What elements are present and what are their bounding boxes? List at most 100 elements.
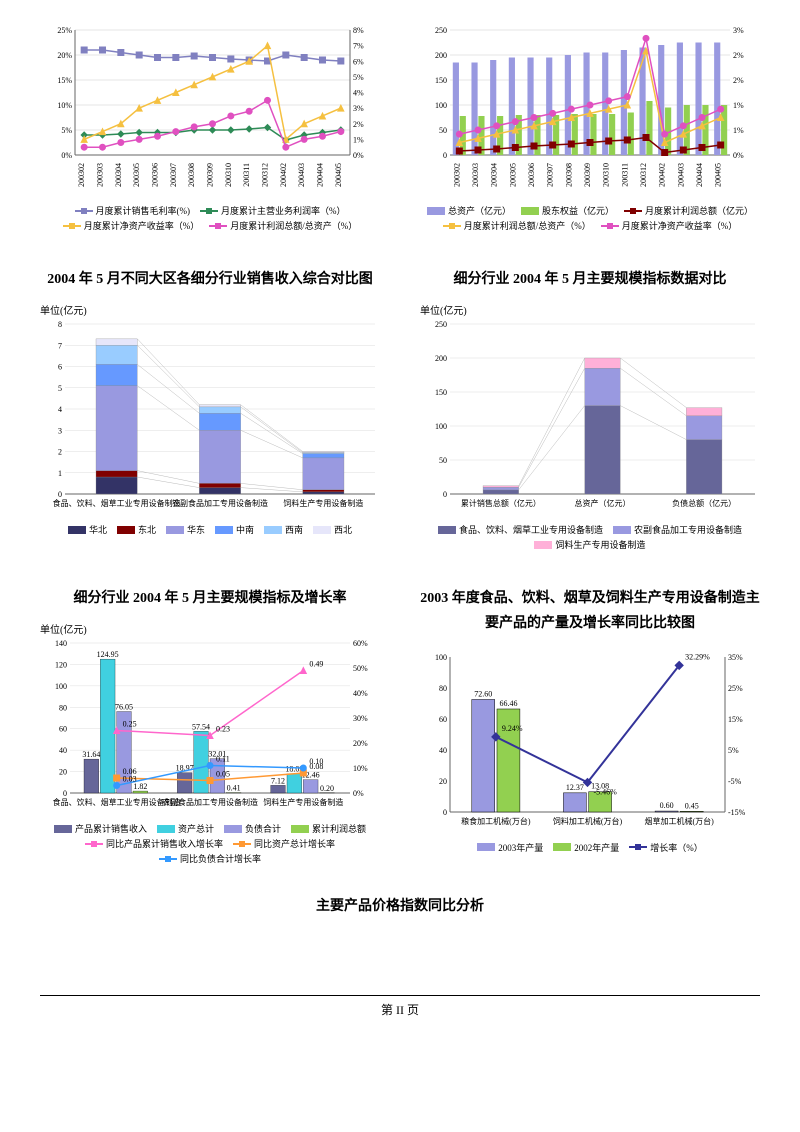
svg-text:150: 150 bbox=[435, 388, 447, 397]
svg-text:8%: 8% bbox=[353, 26, 364, 35]
svg-text:15%: 15% bbox=[728, 715, 743, 724]
svg-text:250: 250 bbox=[435, 26, 447, 35]
svg-text:农副食品加工专用设备制造: 农副食品加工专用设备制造 bbox=[162, 797, 258, 807]
svg-text:60: 60 bbox=[439, 715, 447, 724]
chart1-legend: 月度累计销售毛利率(%)月度累计主营业务利润率（%）月度累计净资产收益率（%）月… bbox=[40, 204, 380, 232]
chart6-title: 2003 年度食品、饮料、烟草及饲料生产专用设备制造主要产品的产量及增长率同比比… bbox=[420, 586, 760, 636]
svg-text:80: 80 bbox=[59, 704, 67, 713]
svg-text:200305: 200305 bbox=[132, 163, 141, 187]
svg-text:0.03: 0.03 bbox=[123, 775, 137, 784]
svg-text:0.23: 0.23 bbox=[216, 725, 230, 734]
svg-text:0: 0 bbox=[443, 490, 447, 499]
svg-text:0: 0 bbox=[63, 789, 67, 798]
svg-text:累计销售总额（亿元）: 累计销售总额（亿元） bbox=[461, 498, 541, 508]
svg-text:200305: 200305 bbox=[508, 163, 517, 187]
chart2-legend: 总资产（亿元）股东权益（亿元）月度累计利润总额（亿元）月度累计利润总额/总资产（… bbox=[420, 204, 760, 232]
svg-text:100: 100 bbox=[435, 653, 447, 662]
page-footer: 第 II 页 bbox=[40, 995, 760, 1018]
chart5-legend: 产品累计销售收入资产总计负债合计累计利润总额同比产品累计销售收入增长率同比资产总… bbox=[40, 822, 380, 865]
chart3-svg: 012345678食品、饮料、烟草工业专用设备制造农副食品加工专用设备制造饲料生… bbox=[40, 319, 380, 519]
svg-text:2: 2 bbox=[58, 448, 62, 457]
chart4-unit: 单位(亿元) bbox=[420, 302, 760, 317]
svg-text:124.95: 124.95 bbox=[97, 651, 119, 660]
svg-text:200311: 200311 bbox=[242, 163, 251, 187]
svg-text:200404: 200404 bbox=[695, 163, 704, 187]
svg-text:60%: 60% bbox=[353, 639, 368, 648]
svg-text:40%: 40% bbox=[353, 689, 368, 698]
svg-text:3: 3 bbox=[58, 426, 62, 435]
svg-text:66.46: 66.46 bbox=[499, 699, 517, 708]
svg-text:60: 60 bbox=[59, 725, 67, 734]
row-mid-titles: 2004 年 5 月不同大区各细分行业销售收入综合对比图 单位(亿元) 0123… bbox=[40, 252, 760, 551]
svg-text:200302: 200302 bbox=[77, 163, 86, 187]
chart3-unit: 单位(亿元) bbox=[40, 302, 380, 317]
svg-text:负债总额（亿元）: 负债总额（亿元） bbox=[672, 498, 736, 508]
svg-text:200311: 200311 bbox=[620, 163, 629, 187]
svg-text:2%: 2% bbox=[733, 51, 744, 60]
svg-text:200308: 200308 bbox=[187, 163, 196, 187]
chart5-title: 细分行业 2004 年 5 月主要规模指标及增长率 bbox=[40, 586, 380, 611]
svg-text:200402: 200402 bbox=[658, 163, 667, 187]
svg-text:3%: 3% bbox=[353, 104, 364, 113]
svg-text:32.29%: 32.29% bbox=[685, 652, 710, 661]
svg-text:20%: 20% bbox=[353, 739, 368, 748]
svg-text:0%: 0% bbox=[61, 151, 72, 160]
svg-text:1%: 1% bbox=[733, 101, 744, 110]
svg-text:200309: 200309 bbox=[206, 163, 215, 187]
svg-text:200307: 200307 bbox=[169, 163, 178, 187]
svg-text:200: 200 bbox=[435, 51, 447, 60]
svg-text:200308: 200308 bbox=[564, 163, 573, 187]
footer-title: 主要产品价格指数同比分析 bbox=[40, 895, 760, 915]
svg-text:20: 20 bbox=[439, 777, 447, 786]
svg-text:0%: 0% bbox=[353, 789, 364, 798]
svg-text:粮食加工机械(万台): 粮食加工机械(万台) bbox=[461, 816, 531, 826]
svg-text:9.24%: 9.24% bbox=[502, 723, 523, 732]
svg-text:10%: 10% bbox=[57, 101, 72, 110]
svg-text:35%: 35% bbox=[728, 653, 743, 662]
svg-text:7: 7 bbox=[58, 341, 62, 350]
svg-text:200302: 200302 bbox=[452, 163, 461, 187]
svg-text:0.49: 0.49 bbox=[309, 660, 323, 669]
svg-text:0: 0 bbox=[443, 808, 447, 817]
svg-text:15%: 15% bbox=[57, 76, 72, 85]
svg-text:10%: 10% bbox=[353, 764, 368, 773]
svg-text:2%: 2% bbox=[353, 120, 364, 129]
svg-text:50%: 50% bbox=[353, 664, 368, 673]
svg-text:150: 150 bbox=[435, 76, 447, 85]
svg-text:20%: 20% bbox=[57, 51, 72, 60]
chart4-title: 细分行业 2004 年 5 月主要规模指标数据对比 bbox=[420, 267, 760, 292]
chart2-svg: 0501001502002500%1%1%2%2%3%2003022003032… bbox=[420, 20, 760, 200]
svg-text:0.05: 0.05 bbox=[216, 770, 230, 779]
svg-text:200310: 200310 bbox=[224, 163, 233, 187]
svg-text:50: 50 bbox=[439, 126, 447, 135]
svg-text:1%: 1% bbox=[733, 126, 744, 135]
svg-text:200307: 200307 bbox=[546, 163, 555, 187]
svg-text:12.37: 12.37 bbox=[566, 782, 584, 791]
svg-text:0%: 0% bbox=[733, 151, 744, 160]
svg-text:饲料加工机械(万台): 饲料加工机械(万台) bbox=[553, 816, 623, 826]
svg-text:7.12: 7.12 bbox=[271, 777, 285, 786]
svg-text:5: 5 bbox=[58, 384, 62, 393]
svg-text:200403: 200403 bbox=[297, 163, 306, 187]
svg-text:-5%: -5% bbox=[728, 777, 742, 786]
svg-text:5%: 5% bbox=[61, 126, 72, 135]
svg-text:100: 100 bbox=[435, 422, 447, 431]
chart3-title: 2004 年 5 月不同大区各细分行业销售收入综合对比图 bbox=[40, 267, 380, 292]
svg-text:200: 200 bbox=[435, 354, 447, 363]
svg-text:25%: 25% bbox=[57, 26, 72, 35]
chart6-legend: 2003年产量2002年产量增长率（%） bbox=[420, 841, 760, 854]
svg-text:0.11: 0.11 bbox=[216, 755, 230, 764]
svg-text:200405: 200405 bbox=[334, 163, 343, 187]
svg-text:0: 0 bbox=[443, 151, 447, 160]
chart2-container: 0501001502002500%1%1%2%2%3%2003022003032… bbox=[420, 20, 760, 232]
svg-text:8: 8 bbox=[58, 320, 62, 329]
svg-text:200304: 200304 bbox=[490, 163, 499, 187]
svg-text:食品、饮料、烟草工业专用设备制造: 食品、饮料、烟草工业专用设备制造 bbox=[53, 498, 181, 508]
svg-text:100: 100 bbox=[435, 101, 447, 110]
svg-text:6%: 6% bbox=[353, 57, 364, 66]
svg-text:0.41: 0.41 bbox=[227, 784, 241, 793]
row-top-charts: 0%5%10%15%20%25%0%1%2%3%4%5%6%7%8%200302… bbox=[40, 20, 760, 232]
svg-text:57.54: 57.54 bbox=[192, 723, 210, 732]
chart3-legend: 华北东北华东中南西南西北 bbox=[40, 523, 380, 536]
svg-text:4%: 4% bbox=[353, 89, 364, 98]
